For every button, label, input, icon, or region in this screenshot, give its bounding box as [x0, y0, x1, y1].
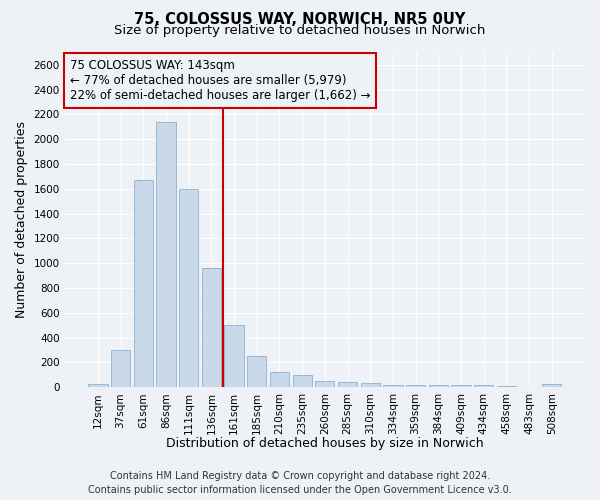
Bar	[338, 382, 357, 387]
Bar	[293, 375, 312, 387]
Bar	[451, 386, 470, 387]
Bar	[406, 385, 425, 387]
Bar	[474, 385, 493, 387]
Text: 75 COLOSSUS WAY: 143sqm
← 77% of detached houses are smaller (5,979)
22% of semi: 75 COLOSSUS WAY: 143sqm ← 77% of detache…	[70, 59, 370, 102]
Bar	[270, 372, 289, 387]
Bar	[88, 384, 107, 387]
Bar	[497, 386, 516, 387]
Bar	[134, 180, 153, 387]
Y-axis label: Number of detached properties: Number of detached properties	[15, 122, 28, 318]
Text: 75, COLOSSUS WAY, NORWICH, NR5 0UY: 75, COLOSSUS WAY, NORWICH, NR5 0UY	[134, 12, 466, 28]
Bar	[315, 381, 334, 387]
Text: Size of property relative to detached houses in Norwich: Size of property relative to detached ho…	[115, 24, 485, 37]
Bar	[202, 268, 221, 387]
Bar	[157, 122, 176, 387]
Bar	[428, 385, 448, 387]
Bar	[111, 350, 130, 387]
Bar	[247, 356, 266, 387]
Bar	[542, 384, 562, 387]
Bar	[224, 325, 244, 387]
X-axis label: Distribution of detached houses by size in Norwich: Distribution of detached houses by size …	[166, 437, 484, 450]
Bar	[179, 190, 199, 387]
Text: Contains HM Land Registry data © Crown copyright and database right 2024.
Contai: Contains HM Land Registry data © Crown c…	[88, 471, 512, 495]
Bar	[520, 386, 539, 387]
Bar	[361, 383, 380, 387]
Bar	[383, 385, 403, 387]
